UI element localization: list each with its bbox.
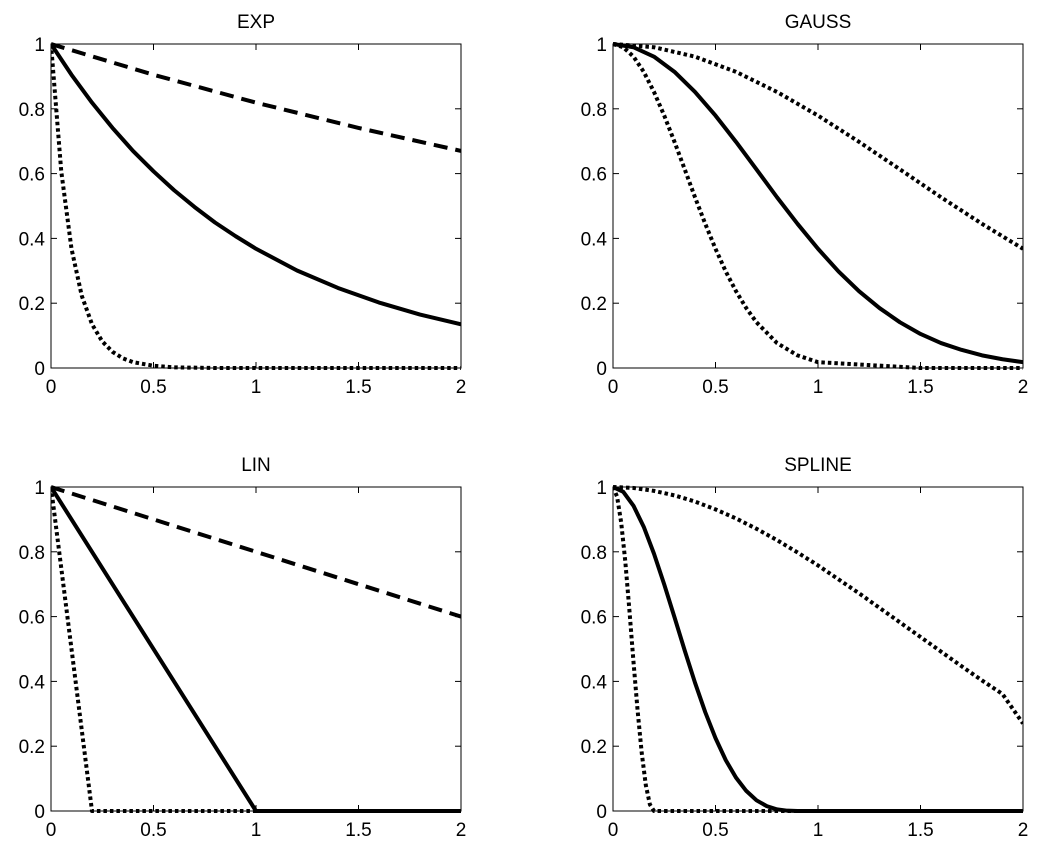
y-tick-label: 0 [34, 359, 45, 380]
series-line-dotted [613, 42, 1023, 370]
x-tick-label: 0.5 [140, 377, 166, 398]
series-line-dotted [613, 486, 1023, 813]
y-tick-label: 0.2 [581, 294, 607, 315]
y-tick-label: 0.4 [19, 229, 46, 250]
series-line-dotted [51, 43, 461, 370]
series-line-solid [51, 42, 461, 327]
y-tick-label: 0.2 [581, 737, 607, 758]
chart-panel: SPLINE 0 0.5 1 1.5 2 0 0.2 0.4 0.6 0.8 1 [581, 455, 1029, 841]
panel-title: SPLINE [784, 455, 852, 476]
x-tick-label: 0.5 [702, 820, 728, 841]
series-line-dashed [51, 42, 461, 153]
axes-frame [612, 43, 1024, 369]
series-line-dotted [51, 486, 461, 813]
chart-panel: LIN 0 0.5 1 1.5 2 0 0.2 0.4 0.6 0.8 1 [19, 455, 467, 841]
x-tick-label: 0.5 [140, 820, 166, 841]
panel-title: EXP [237, 12, 275, 33]
x-tick-label: 0 [46, 820, 57, 841]
y-tick-label: 1 [34, 35, 45, 56]
x-tick-label: 2 [456, 377, 467, 398]
axes-frame [612, 486, 1024, 812]
x-tick-label: 0 [608, 820, 619, 841]
y-tick-label: 0.2 [19, 294, 45, 315]
chart-panel: GAUSS 0 0.5 1 1.5 2 0 0.2 0.4 0.6 0.8 1 [581, 12, 1029, 398]
y-tick-label: 0.6 [581, 165, 607, 186]
x-tick-label: 1 [251, 820, 262, 841]
axes-frame [50, 486, 462, 812]
panel-title: LIN [241, 455, 271, 476]
x-tick-label: 2 [456, 820, 467, 841]
x-tick-label: 1 [251, 377, 262, 398]
series-line-dotted [613, 485, 1023, 725]
y-tick-label: 0.8 [19, 100, 45, 121]
chart-panel: EXP 0 0.5 1 1.5 2 0 0.2 0.4 0.6 0.8 1 [19, 12, 467, 398]
series-line-dashed [51, 485, 461, 619]
y-tick-label: 0.8 [581, 100, 607, 121]
y-tick-label: 1 [596, 35, 607, 56]
x-tick-label: 1.5 [907, 820, 933, 841]
y-tick-label: 0.4 [581, 672, 608, 693]
x-tick-label: 1 [813, 377, 824, 398]
y-tick-label: 0.2 [19, 737, 45, 758]
y-tick-label: 1 [596, 478, 607, 499]
y-tick-label: 0.8 [581, 543, 607, 564]
x-tick-label: 1.5 [345, 820, 371, 841]
series-line-solid [613, 42, 1023, 365]
x-tick-label: 2 [1018, 820, 1029, 841]
y-tick-label: 0.6 [19, 165, 45, 186]
y-tick-label: 0.4 [19, 672, 46, 693]
axes-frame [50, 43, 462, 369]
y-tick-label: 1 [34, 478, 45, 499]
x-tick-label: 2 [1018, 377, 1029, 398]
y-tick-label: 0.8 [19, 543, 45, 564]
x-tick-label: 1.5 [345, 377, 371, 398]
series-line-solid [51, 485, 461, 813]
series-line-solid [613, 485, 1023, 813]
x-tick-label: 0.5 [702, 377, 728, 398]
y-tick-label: 0.6 [19, 608, 45, 629]
y-tick-label: 0 [34, 802, 45, 823]
y-tick-label: 0 [596, 802, 607, 823]
x-tick-label: 1.5 [907, 377, 933, 398]
y-tick-label: 0.6 [581, 608, 607, 629]
y-tick-label: 0 [596, 359, 607, 380]
y-tick-label: 0.4 [581, 229, 608, 250]
series-line-dotted [613, 42, 1023, 251]
x-tick-label: 0 [46, 377, 57, 398]
x-tick-label: 0 [608, 377, 619, 398]
panel-title: GAUSS [785, 12, 852, 33]
x-tick-label: 1 [813, 820, 824, 841]
